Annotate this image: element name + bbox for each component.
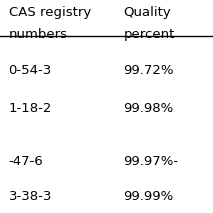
Text: CAS registry: CAS registry (9, 6, 91, 19)
Text: percent: percent (124, 28, 175, 41)
Text: Quality: Quality (124, 6, 171, 19)
Text: 99.72%: 99.72% (124, 64, 174, 77)
Text: -47-6: -47-6 (9, 155, 43, 168)
Text: 1-18-2: 1-18-2 (9, 102, 52, 115)
Text: 99.99%: 99.99% (124, 190, 174, 203)
Text: 3-38-3: 3-38-3 (9, 190, 52, 203)
Text: 99.97%-: 99.97%- (124, 155, 179, 168)
Text: 99.98%: 99.98% (124, 102, 174, 115)
Text: numbers: numbers (9, 28, 68, 41)
Text: 0-54-3: 0-54-3 (9, 64, 52, 77)
